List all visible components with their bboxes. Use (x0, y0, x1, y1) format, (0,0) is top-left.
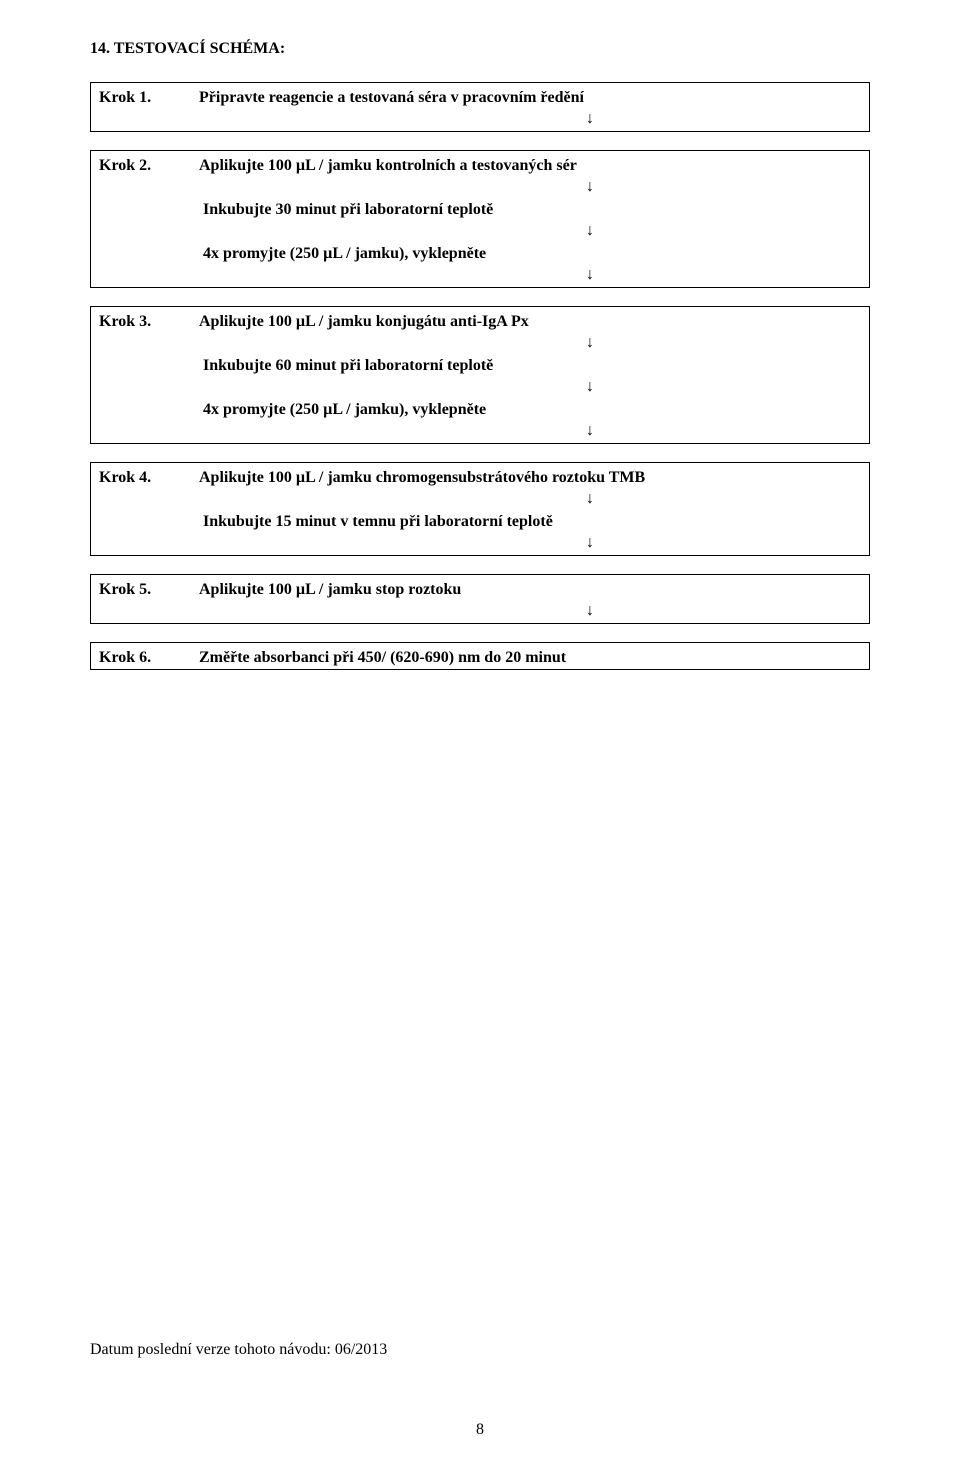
step-3-sub2: 4x promyjte (250 µL / jamku), vyklepněte (91, 399, 869, 421)
step-1-label: Krok 1. (99, 89, 199, 107)
arrow-icon: ↓ (91, 333, 869, 355)
step-block-2: Krok 2. Aplikujte 100 µL / jamku kontrol… (90, 150, 870, 288)
arrow-icon: ↓ (91, 221, 869, 243)
arrow-icon: ↓ (91, 489, 869, 511)
step-block-3: Krok 3. Aplikujte 100 µL / jamku konjugá… (90, 306, 870, 444)
step-3-text: Aplikujte 100 µL / jamku konjugátu anti-… (199, 313, 861, 331)
arrow-icon: ↓ (91, 177, 869, 199)
step-4-label: Krok 4. (99, 469, 199, 487)
step-4-text: Aplikujte 100 µL / jamku chromogensubstr… (199, 469, 861, 487)
step-2-text: Aplikujte 100 µL / jamku kontrolních a t… (199, 157, 861, 175)
step-1-text: Připravte reagencie a testovaná séra v p… (199, 89, 861, 107)
step-2-sub2: 4x promyjte (250 µL / jamku), vyklepněte (91, 243, 869, 265)
arrow-icon: ↓ (91, 265, 869, 287)
step-2-label: Krok 2. (99, 157, 199, 175)
step-5-label: Krok 5. (99, 581, 199, 599)
document-version-footer: Datum poslední verze tohoto návodu: 06/2… (90, 1341, 387, 1359)
arrow-icon: ↓ (91, 377, 869, 399)
arrow-icon: ↓ (91, 601, 869, 623)
step-3-sub1: Inkubujte 60 minut při laboratorní teplo… (91, 355, 869, 377)
step-block-6: Krok 6. Změřte absorbanci při 450/ (620-… (90, 642, 870, 670)
step-4-sub1: Inkubujte 15 minut v temnu při laborator… (91, 511, 869, 533)
step-6-label: Krok 6. (99, 649, 199, 667)
step-3-label: Krok 3. (99, 313, 199, 331)
arrow-icon: ↓ (91, 533, 869, 555)
arrow-icon: ↓ (91, 109, 869, 131)
step-5-text: Aplikujte 100 µL / jamku stop roztoku (199, 581, 861, 599)
step-block-4: Krok 4. Aplikujte 100 µL / jamku chromog… (90, 462, 870, 556)
step-6-text: Změřte absorbanci při 450/ (620-690) nm … (199, 649, 861, 667)
step-block-5: Krok 5. Aplikujte 100 µL / jamku stop ro… (90, 574, 870, 624)
page-number: 8 (90, 1421, 870, 1439)
step-block-1: Krok 1. Připravte reagencie a testovaná … (90, 82, 870, 132)
section-heading: 14. TESTOVACÍ SCHÉMA: (90, 40, 870, 58)
step-2-sub1: Inkubujte 30 minut při laboratorní teplo… (91, 199, 869, 221)
arrow-icon: ↓ (91, 421, 869, 443)
